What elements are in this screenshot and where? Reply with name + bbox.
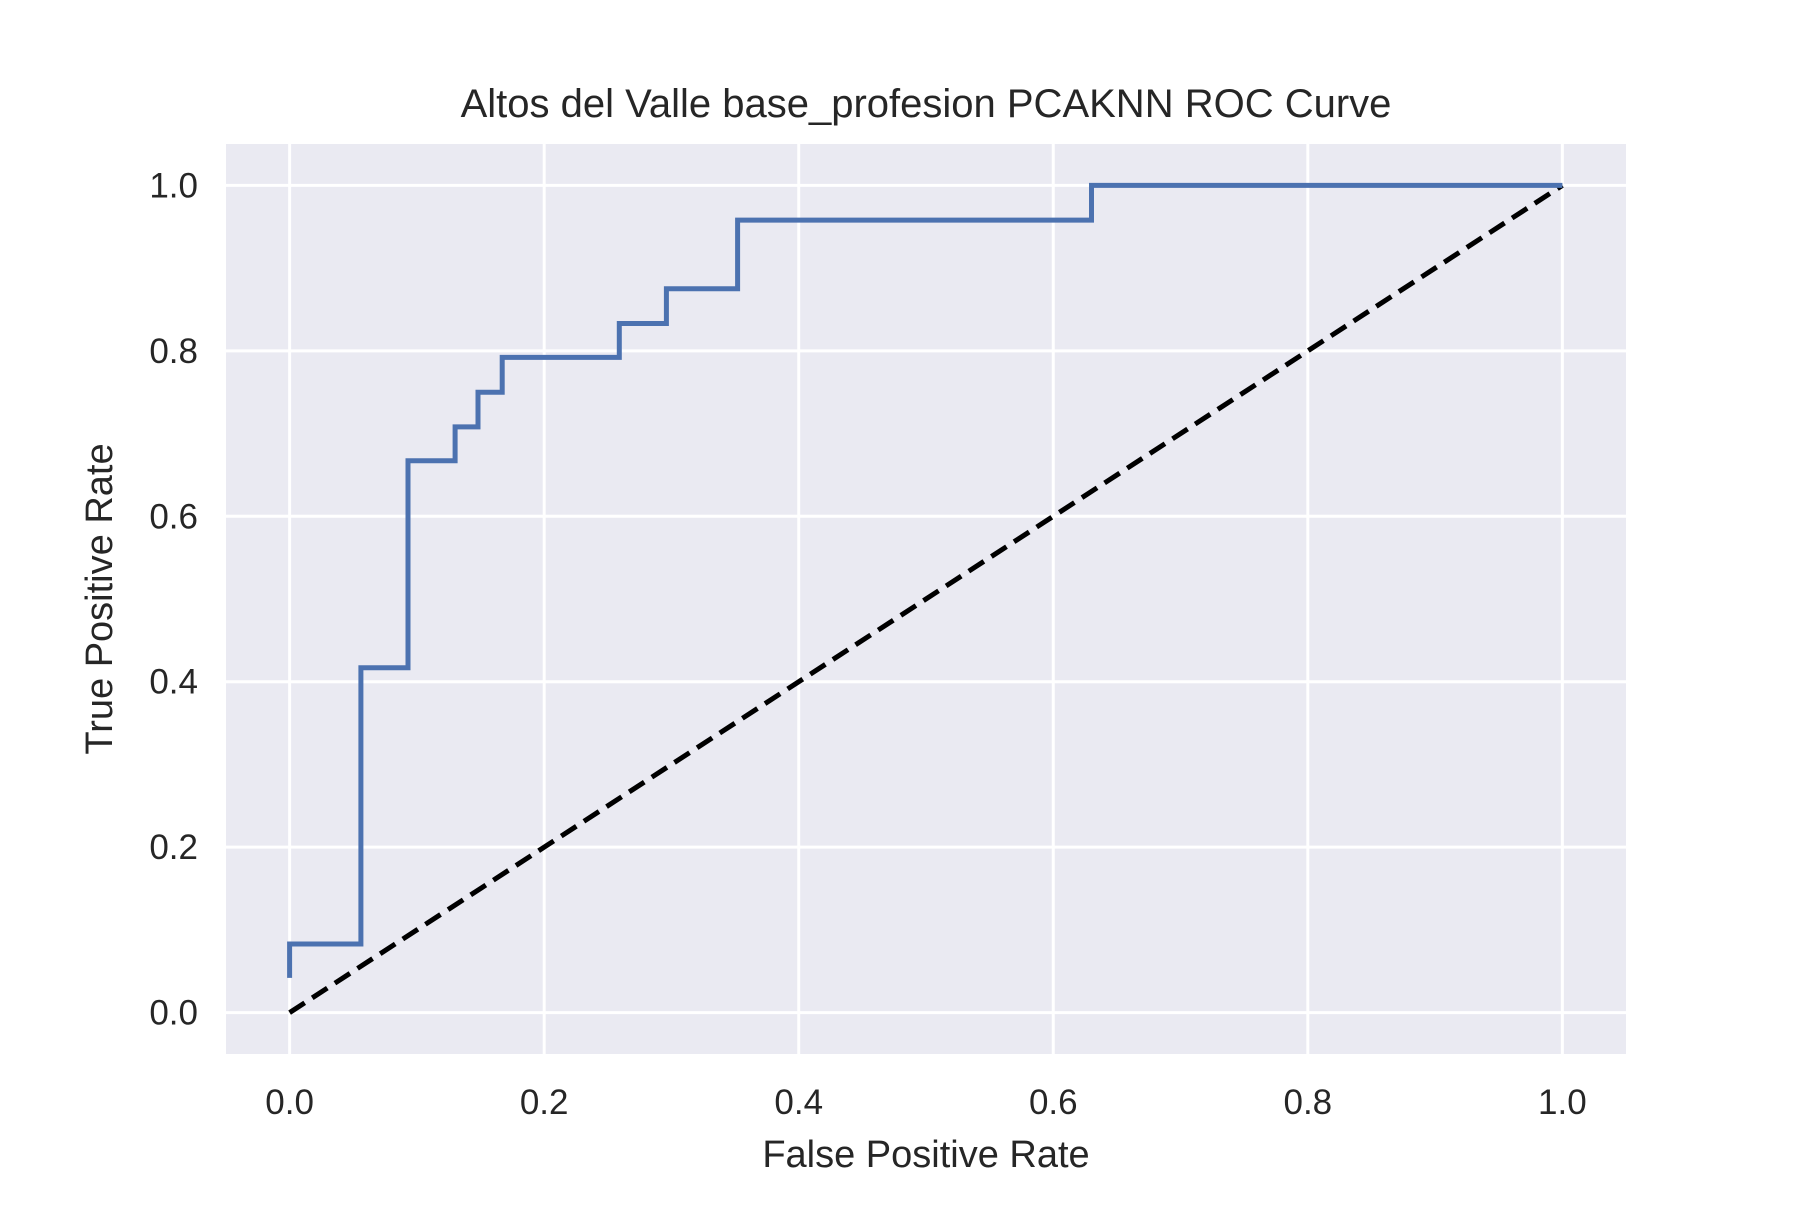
chart-title: Altos del Valle base_profesion PCAKNN RO… <box>461 82 1392 126</box>
y-tick-labels: 0.0 0.2 0.4 0.6 0.8 1.0 <box>149 166 198 1032</box>
y-tick-label: 1.0 <box>149 166 198 205</box>
y-tick-label: 0.2 <box>149 828 198 867</box>
chance-diagonal-line <box>288 183 1564 1015</box>
x-tick-label: 0.6 <box>1029 1083 1078 1122</box>
x-tick-label: 0.0 <box>265 1083 314 1122</box>
x-tick-label: 0.8 <box>1283 1083 1332 1122</box>
series-layer <box>287 182 1564 1015</box>
y-axis-label: True Positive Rate <box>79 443 121 754</box>
roc-curve-line <box>287 182 1563 978</box>
x-axis-label: False Positive Rate <box>762 1134 1089 1176</box>
y-tick-label: 0.0 <box>149 994 198 1033</box>
x-tick-label: 0.2 <box>520 1083 569 1122</box>
y-tick-label: 0.6 <box>149 497 198 536</box>
y-tick-label: 0.4 <box>149 663 198 702</box>
y-tick-label: 0.8 <box>149 332 198 371</box>
x-tick-label: 0.4 <box>774 1083 823 1122</box>
x-tick-labels: 0.0 0.2 0.4 0.6 0.8 1.0 <box>265 1083 1586 1122</box>
x-tick-label: 1.0 <box>1538 1083 1587 1122</box>
grid-lines <box>226 144 1626 1054</box>
